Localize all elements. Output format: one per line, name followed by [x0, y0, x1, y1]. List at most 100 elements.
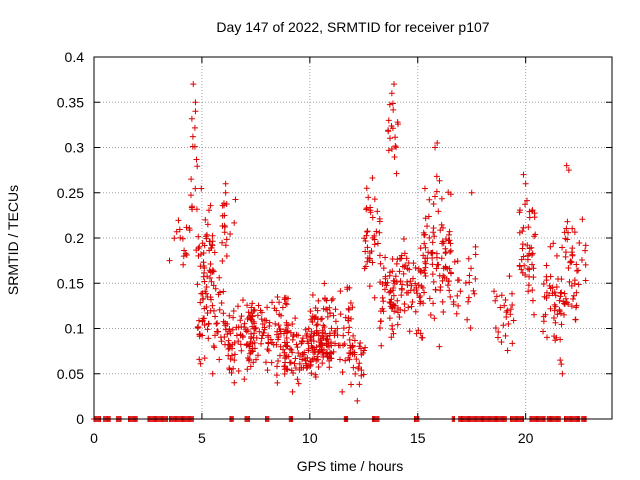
scatter-point	[235, 368, 242, 375]
scatter-point	[277, 352, 284, 359]
scatter-point	[292, 365, 299, 372]
scatter-point	[232, 196, 239, 203]
scatter-point	[547, 243, 554, 250]
scatter-point	[439, 277, 446, 284]
scatter-point	[421, 240, 428, 247]
scatter-point	[340, 325, 347, 332]
scatter-point	[199, 332, 206, 339]
scatter-point	[569, 251, 576, 258]
scatter-point	[405, 304, 412, 311]
scatter-point	[197, 360, 204, 367]
scatter-point	[235, 338, 242, 345]
scatter-point	[314, 307, 321, 314]
scatter-point	[417, 269, 424, 276]
scatter-point	[290, 331, 297, 338]
scatter-point	[175, 217, 182, 224]
scatter-point	[192, 108, 199, 115]
scatter-point	[376, 229, 383, 236]
scatter-point	[182, 250, 189, 257]
scatter-point	[355, 364, 362, 371]
scatter-point	[425, 213, 432, 220]
scatter-point	[258, 340, 265, 347]
scatter-point	[356, 360, 363, 367]
scatter-point	[321, 323, 328, 330]
scatter-point	[211, 344, 218, 351]
scatter-point	[540, 328, 547, 335]
scatter-point	[294, 376, 301, 383]
scatter-point	[350, 332, 357, 339]
scatter-point	[520, 224, 527, 231]
scatter-point	[314, 316, 321, 323]
scatter-point	[571, 229, 578, 236]
scatter-point	[314, 329, 321, 336]
scatter-point	[540, 318, 547, 325]
scatter-point	[431, 233, 438, 240]
scatter-point	[582, 242, 589, 249]
scatter-point	[523, 197, 530, 204]
scatter-point	[396, 255, 403, 262]
scatter-point	[171, 235, 178, 242]
scatter-point	[299, 351, 306, 358]
scatter-point	[314, 353, 321, 360]
scatter-point	[201, 242, 208, 249]
scatter-point	[216, 356, 223, 363]
scatter-point	[556, 308, 563, 315]
scatter-point	[218, 299, 225, 306]
scatter-point	[315, 349, 322, 356]
scatter-point	[310, 332, 317, 339]
scatter-point	[296, 360, 303, 367]
scatter-point	[340, 342, 347, 349]
scatter-point	[290, 333, 297, 340]
scatter-point	[388, 90, 395, 97]
scatter-point	[281, 349, 288, 356]
scatter-point	[377, 260, 384, 267]
scatter-point	[582, 277, 589, 284]
scatter-point	[432, 286, 439, 293]
y-tick-label: 0.05	[57, 366, 84, 382]
scatter-point	[364, 228, 371, 235]
scatter-point	[265, 347, 272, 354]
scatter-point	[189, 143, 196, 150]
scatter-point	[547, 305, 554, 312]
scatter-point	[227, 230, 234, 237]
scatter-point	[363, 205, 370, 212]
scatter-point	[398, 255, 405, 262]
scatter-point	[390, 330, 397, 337]
scatter-point	[561, 300, 568, 307]
scatter-point	[259, 320, 266, 327]
scatter-point	[327, 310, 334, 317]
scatter-point	[573, 267, 580, 274]
scatter-point	[421, 231, 428, 238]
scatter-point	[466, 272, 473, 279]
scatter-point	[451, 258, 458, 265]
scatter-point	[231, 219, 238, 226]
scatter-point	[465, 298, 472, 305]
scatter-point	[509, 340, 516, 347]
scatter-point	[377, 308, 384, 315]
scatter-point	[288, 367, 295, 374]
scatter-point	[250, 334, 257, 341]
scatter-point	[332, 340, 339, 347]
scatter-point	[412, 308, 419, 315]
scatter-point	[199, 296, 206, 303]
scatter-point	[350, 364, 357, 371]
scatter-point	[525, 288, 532, 295]
scatter-point	[281, 370, 288, 377]
scatter-point	[349, 342, 356, 349]
scatter-point	[318, 342, 325, 349]
y-tick-label: 0.35	[57, 94, 84, 110]
scatter-point	[349, 304, 356, 311]
scatter-point	[319, 360, 326, 367]
scatter-point	[321, 295, 328, 302]
scatter-point	[202, 216, 209, 223]
scatter-point	[563, 225, 570, 232]
scatter-point	[269, 299, 276, 306]
scatter-point	[221, 222, 228, 229]
scatter-point	[550, 240, 557, 247]
scatter-point	[192, 99, 199, 106]
scatter-point	[207, 275, 214, 282]
scatter-point	[220, 288, 227, 295]
scatter-point	[393, 170, 400, 177]
scatter-point	[472, 243, 479, 250]
scatter-point	[388, 146, 395, 153]
